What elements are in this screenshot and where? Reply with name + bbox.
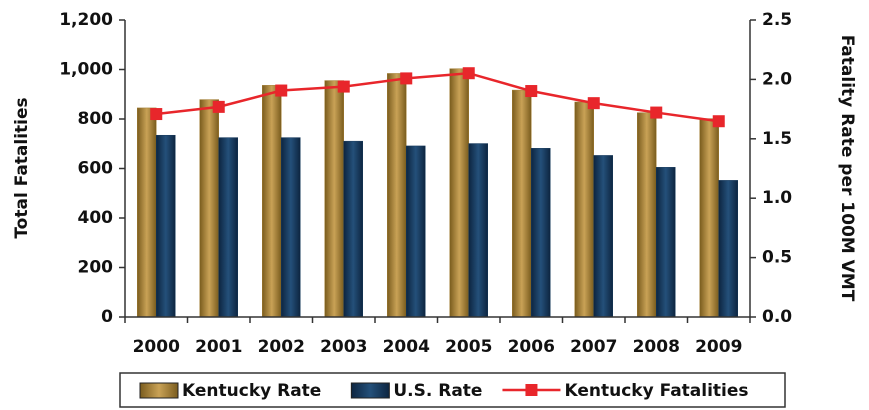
legend-box xyxy=(119,372,786,408)
y2-tick-label: 1.5 xyxy=(762,129,792,149)
line-marker xyxy=(337,80,350,93)
y-tick-label: 400 xyxy=(78,208,114,228)
x-tick-label: 2006 xyxy=(508,337,555,357)
y2-tick-label: 0.0 xyxy=(762,307,792,327)
bar xyxy=(699,118,719,318)
bar xyxy=(137,107,157,318)
x-tick-label: 2005 xyxy=(445,337,492,357)
y-tick-label: 1,000 xyxy=(59,60,113,80)
bar xyxy=(449,68,469,318)
line-marker xyxy=(275,84,288,97)
legend-swatch xyxy=(350,382,390,399)
bar xyxy=(262,85,282,318)
y2-tick-label: 2.5 xyxy=(762,10,792,30)
bar xyxy=(281,137,301,318)
bar xyxy=(468,143,488,318)
y2-tick-label: 0.5 xyxy=(762,248,792,268)
bar xyxy=(593,155,613,318)
y2-tick-label: 1.0 xyxy=(762,188,792,208)
bar xyxy=(387,73,407,318)
y-tick-label: 0 xyxy=(101,307,113,327)
y-tick-label: 800 xyxy=(78,109,114,129)
bar xyxy=(406,145,426,318)
bar xyxy=(218,137,238,318)
x-tick-label: 2007 xyxy=(570,337,617,357)
y-tick-label: 1,200 xyxy=(59,10,113,30)
legend-swatch xyxy=(139,382,179,399)
x-tick-label: 2001 xyxy=(195,337,242,357)
y2-tick-label: 2.0 xyxy=(762,69,792,89)
legend-label: U.S. Rate xyxy=(393,381,482,401)
legend-label: Kentucky Rate xyxy=(182,381,321,401)
bar xyxy=(343,140,363,318)
bar xyxy=(656,167,676,318)
bar xyxy=(531,148,551,318)
legend-swatch xyxy=(525,384,538,396)
line-marker xyxy=(650,106,663,119)
x-tick-label: 2004 xyxy=(383,337,430,357)
bar xyxy=(199,99,219,318)
bar xyxy=(574,101,594,318)
bar xyxy=(637,112,657,318)
line-marker xyxy=(712,115,725,128)
line-marker xyxy=(525,85,538,98)
x-tick-label: 2003 xyxy=(320,337,367,357)
y2-axis-title: Fatality Rate per 100M VMT xyxy=(837,35,857,302)
line-marker xyxy=(150,108,163,121)
line-marker xyxy=(400,72,413,85)
x-tick-label: 2000 xyxy=(133,337,180,357)
line-marker xyxy=(462,67,475,80)
line-marker xyxy=(212,100,225,113)
line-marker xyxy=(587,97,600,110)
bar xyxy=(324,80,344,318)
x-tick-label: 2002 xyxy=(258,337,305,357)
x-tick-label: 2009 xyxy=(695,337,742,357)
y-tick-label: 600 xyxy=(78,159,114,179)
line xyxy=(156,71,719,123)
bar xyxy=(512,89,532,318)
y-axis-title: Total Fatalities xyxy=(12,97,32,238)
legend-label: Kentucky Fatalities xyxy=(564,381,748,401)
bar xyxy=(156,134,176,318)
bar xyxy=(718,180,738,318)
x-tick-label: 2008 xyxy=(633,337,680,357)
y-tick-label: 200 xyxy=(78,258,114,278)
